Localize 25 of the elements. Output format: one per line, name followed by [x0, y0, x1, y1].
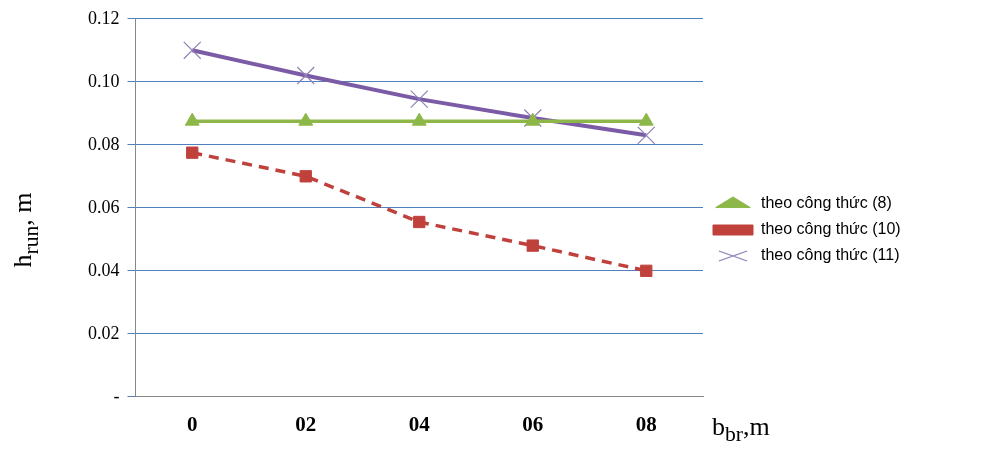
y-tick-label: 0.12: [88, 7, 120, 28]
legend-label: theo công thức (8): [761, 194, 892, 212]
x-axis-title: b$_{br}$,m: [712, 412, 770, 448]
point: [296, 66, 315, 85]
x-tick-label: 04: [408, 411, 431, 436]
y-tick-label: 0.10: [88, 70, 120, 91]
point: [637, 126, 656, 145]
point: [186, 146, 199, 159]
x-tick-label: 06: [522, 411, 544, 436]
y-tick-label: -: [113, 385, 120, 406]
y-tick-label: 0.06: [88, 196, 120, 217]
legend-label: theo công thức (10): [761, 220, 901, 238]
point: [299, 170, 312, 183]
point: [413, 215, 426, 229]
x-tick-label: 0: [187, 411, 198, 436]
point: [183, 41, 202, 60]
point: [410, 90, 429, 109]
y-tick-label: 0.02: [88, 322, 120, 343]
y-tick-label: 0.08: [88, 133, 120, 154]
y-tick-label: 0.04: [88, 259, 120, 280]
x-tick-label: 02: [295, 411, 317, 436]
x-tick-label: 08: [635, 411, 657, 436]
legend-label: theo công thức (11): [761, 246, 900, 264]
point: [640, 264, 653, 277]
point: [526, 239, 539, 252]
